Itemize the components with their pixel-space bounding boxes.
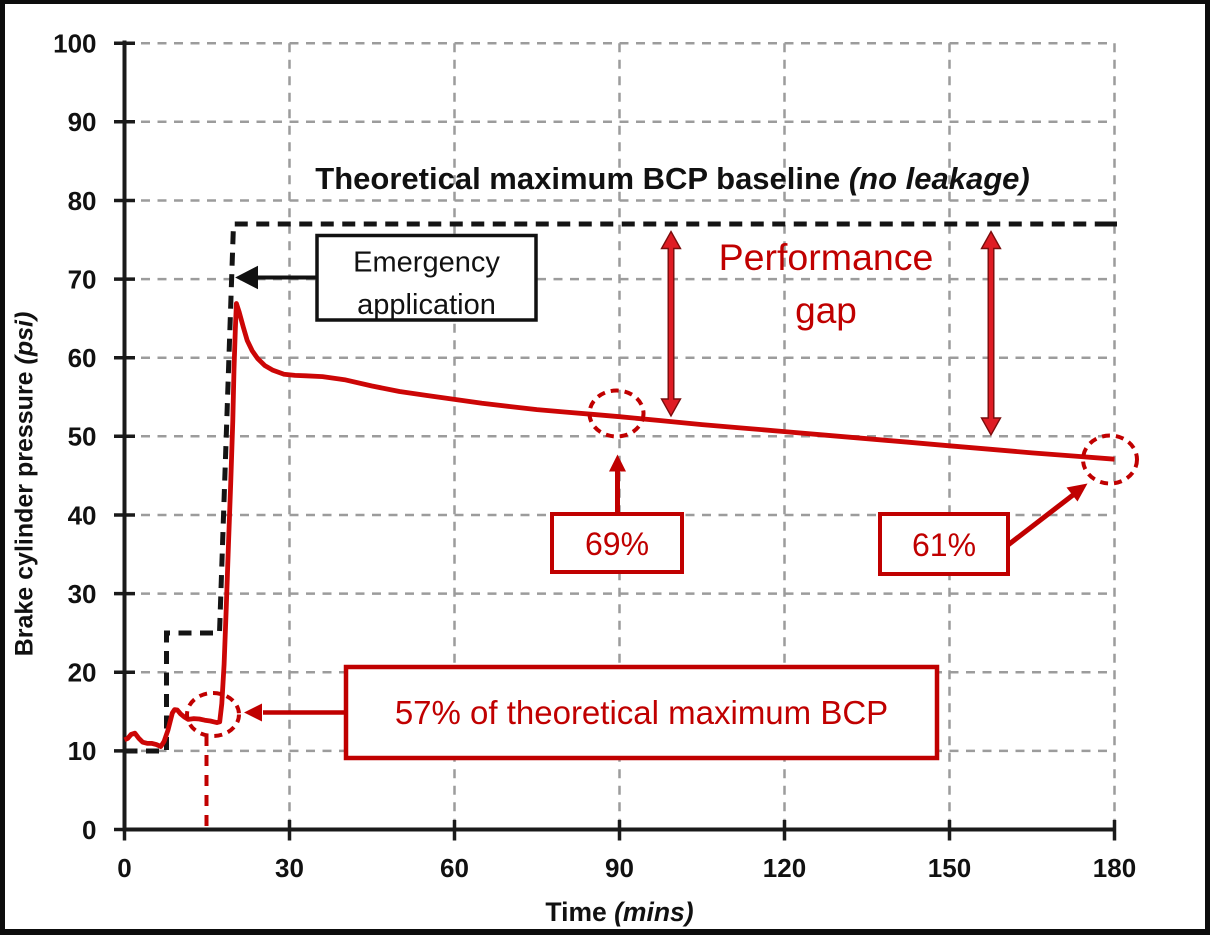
svg-text:Time (mins): Time (mins) — [545, 897, 693, 927]
svg-text:40: 40 — [68, 500, 97, 530]
svg-text:Theoretical maximum BCP baseli: Theoretical maximum BCP baseline (no lea… — [315, 161, 1029, 196]
svg-text:0: 0 — [117, 853, 131, 883]
svg-text:90: 90 — [605, 853, 634, 883]
svg-text:0: 0 — [82, 815, 96, 845]
svg-text:60: 60 — [68, 343, 97, 373]
svg-text:Performance: Performance — [719, 236, 934, 278]
svg-text:gap: gap — [795, 290, 857, 331]
svg-text:70: 70 — [68, 264, 97, 294]
svg-text:57% of theoretical maximum BCP: 57% of theoretical maximum BCP — [395, 694, 888, 731]
svg-text:Emergency: Emergency — [353, 247, 500, 279]
svg-text:180: 180 — [1093, 853, 1136, 883]
svg-text:150: 150 — [928, 853, 971, 883]
svg-text:application: application — [357, 289, 496, 321]
svg-text:69%: 69% — [585, 526, 649, 562]
svg-text:30: 30 — [275, 853, 304, 883]
svg-text:120: 120 — [763, 853, 806, 883]
svg-text:Brake cylinder pressure (psi): Brake cylinder pressure (psi) — [11, 312, 39, 657]
svg-text:50: 50 — [68, 422, 97, 452]
svg-text:100: 100 — [53, 29, 96, 59]
svg-text:80: 80 — [68, 186, 97, 216]
svg-text:10: 10 — [68, 736, 97, 766]
svg-text:90: 90 — [68, 107, 97, 137]
svg-text:20: 20 — [68, 658, 97, 688]
svg-text:61%: 61% — [912, 527, 976, 563]
svg-text:30: 30 — [68, 579, 97, 609]
svg-text:60: 60 — [440, 853, 469, 883]
